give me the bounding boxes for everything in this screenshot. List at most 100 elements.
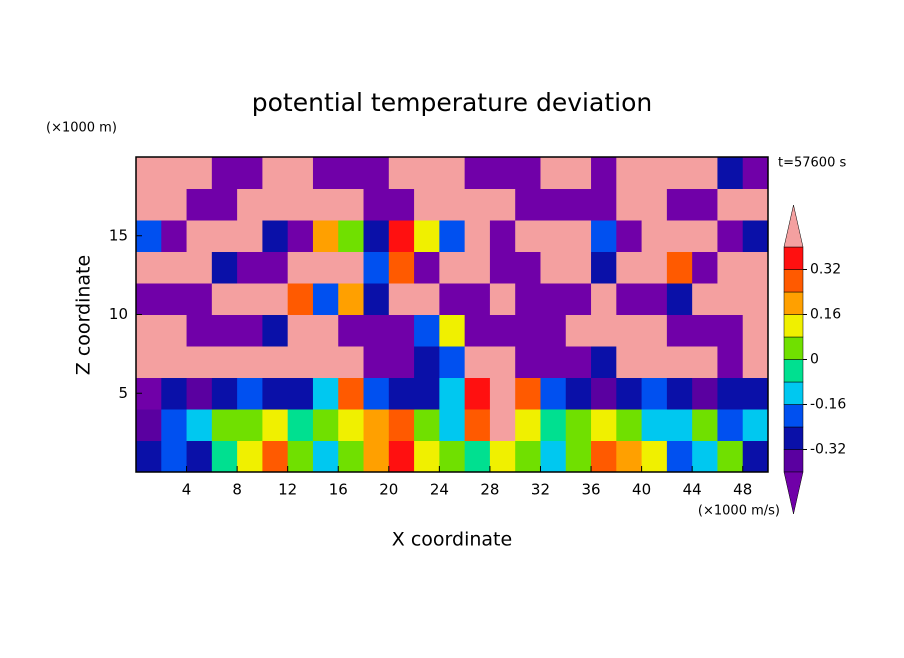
field-cell xyxy=(211,314,238,347)
field-cell xyxy=(717,157,744,189)
field-cell xyxy=(211,283,238,315)
field-cell xyxy=(312,409,339,441)
field-cell xyxy=(742,220,769,252)
field-cell xyxy=(565,157,592,189)
field-cell xyxy=(641,377,668,410)
field-cell xyxy=(312,251,339,284)
field-cell xyxy=(666,283,693,315)
field-cell xyxy=(363,283,390,315)
field-cell xyxy=(515,314,541,347)
colorbar-tick-label: 0.32 xyxy=(810,262,841,278)
field-cell xyxy=(464,409,491,441)
field-cell xyxy=(262,440,289,473)
field-cell xyxy=(565,409,592,441)
field-cell xyxy=(237,220,263,252)
field-cell xyxy=(717,220,744,252)
field-cell xyxy=(312,188,339,221)
x-tick-label: 44 xyxy=(683,481,702,499)
field-cell xyxy=(692,188,718,221)
field-cell xyxy=(666,220,693,252)
field-cell xyxy=(540,188,567,221)
field-cell xyxy=(161,251,188,284)
field-cell xyxy=(742,157,769,189)
field-cell xyxy=(287,346,314,378)
field-cell xyxy=(161,283,188,315)
field-cell xyxy=(287,283,314,315)
field-cell xyxy=(489,157,516,189)
field-cell xyxy=(616,440,643,473)
field-cell xyxy=(211,188,238,221)
field-cell xyxy=(186,314,213,347)
field-cell xyxy=(439,440,466,473)
field-cell xyxy=(388,220,415,252)
field-cell xyxy=(666,346,693,378)
x-tick-label: 36 xyxy=(581,481,600,499)
field-cell xyxy=(641,251,668,284)
field-cell xyxy=(262,346,289,378)
field-cell xyxy=(565,346,592,378)
field-cell xyxy=(338,251,365,284)
field-cell xyxy=(641,157,668,189)
y-tick-label: 15 xyxy=(109,226,128,244)
field-cell xyxy=(363,157,390,189)
field-cell xyxy=(641,409,668,441)
field-cell xyxy=(616,377,643,410)
field-cell xyxy=(565,440,592,473)
field-cell xyxy=(717,188,744,221)
x-tick-label: 40 xyxy=(632,481,651,499)
field-cell xyxy=(262,314,289,347)
field-cell xyxy=(439,251,466,284)
field-cell xyxy=(742,188,769,221)
field-cell xyxy=(742,251,769,284)
field-cell xyxy=(616,409,643,441)
field-cell xyxy=(338,440,365,473)
field-cell xyxy=(717,377,744,410)
colorbar-high-extension xyxy=(783,204,804,248)
field-cell xyxy=(742,377,769,410)
field-cell xyxy=(591,346,617,378)
field-cell xyxy=(414,409,440,441)
field-cell xyxy=(616,220,643,252)
field-cell xyxy=(515,157,541,189)
field-cell xyxy=(237,346,263,378)
x-tick-label: 28 xyxy=(480,481,499,499)
field-cell xyxy=(540,220,567,252)
field-cell xyxy=(692,220,718,252)
field-cell xyxy=(136,188,162,221)
field-cell xyxy=(136,314,162,347)
y-tick-label: 5 xyxy=(118,384,128,402)
field-cell xyxy=(262,377,289,410)
field-cell xyxy=(414,251,440,284)
x-tick-label: 8 xyxy=(232,481,242,499)
field-cell xyxy=(439,157,466,189)
field-cell xyxy=(211,440,238,473)
field-cell xyxy=(692,251,718,284)
y-unit: (×1000 m) xyxy=(46,121,117,136)
field-cell xyxy=(591,283,617,315)
field-cell xyxy=(363,220,390,252)
field-cell xyxy=(237,440,263,473)
field-cell xyxy=(388,440,415,473)
field-cell xyxy=(312,440,339,473)
field-cell xyxy=(287,157,314,189)
field-cell xyxy=(388,377,415,410)
field-cell xyxy=(287,251,314,284)
field-cell xyxy=(692,157,718,189)
field-cell xyxy=(540,346,567,378)
field-cell xyxy=(540,377,567,410)
field-cell xyxy=(489,346,516,378)
field-cell xyxy=(616,157,643,189)
field-cell xyxy=(717,346,744,378)
field-cell xyxy=(338,157,365,189)
field-cell xyxy=(161,314,188,347)
field-cell xyxy=(717,314,744,347)
field-cell xyxy=(161,346,188,378)
field-cell xyxy=(237,188,263,221)
field-cell xyxy=(591,157,617,189)
field-cell xyxy=(237,314,263,347)
field-cell xyxy=(439,220,466,252)
field-cell xyxy=(237,283,263,315)
field-cell xyxy=(489,188,516,221)
field-cell xyxy=(237,251,263,284)
field-cell xyxy=(515,283,541,315)
